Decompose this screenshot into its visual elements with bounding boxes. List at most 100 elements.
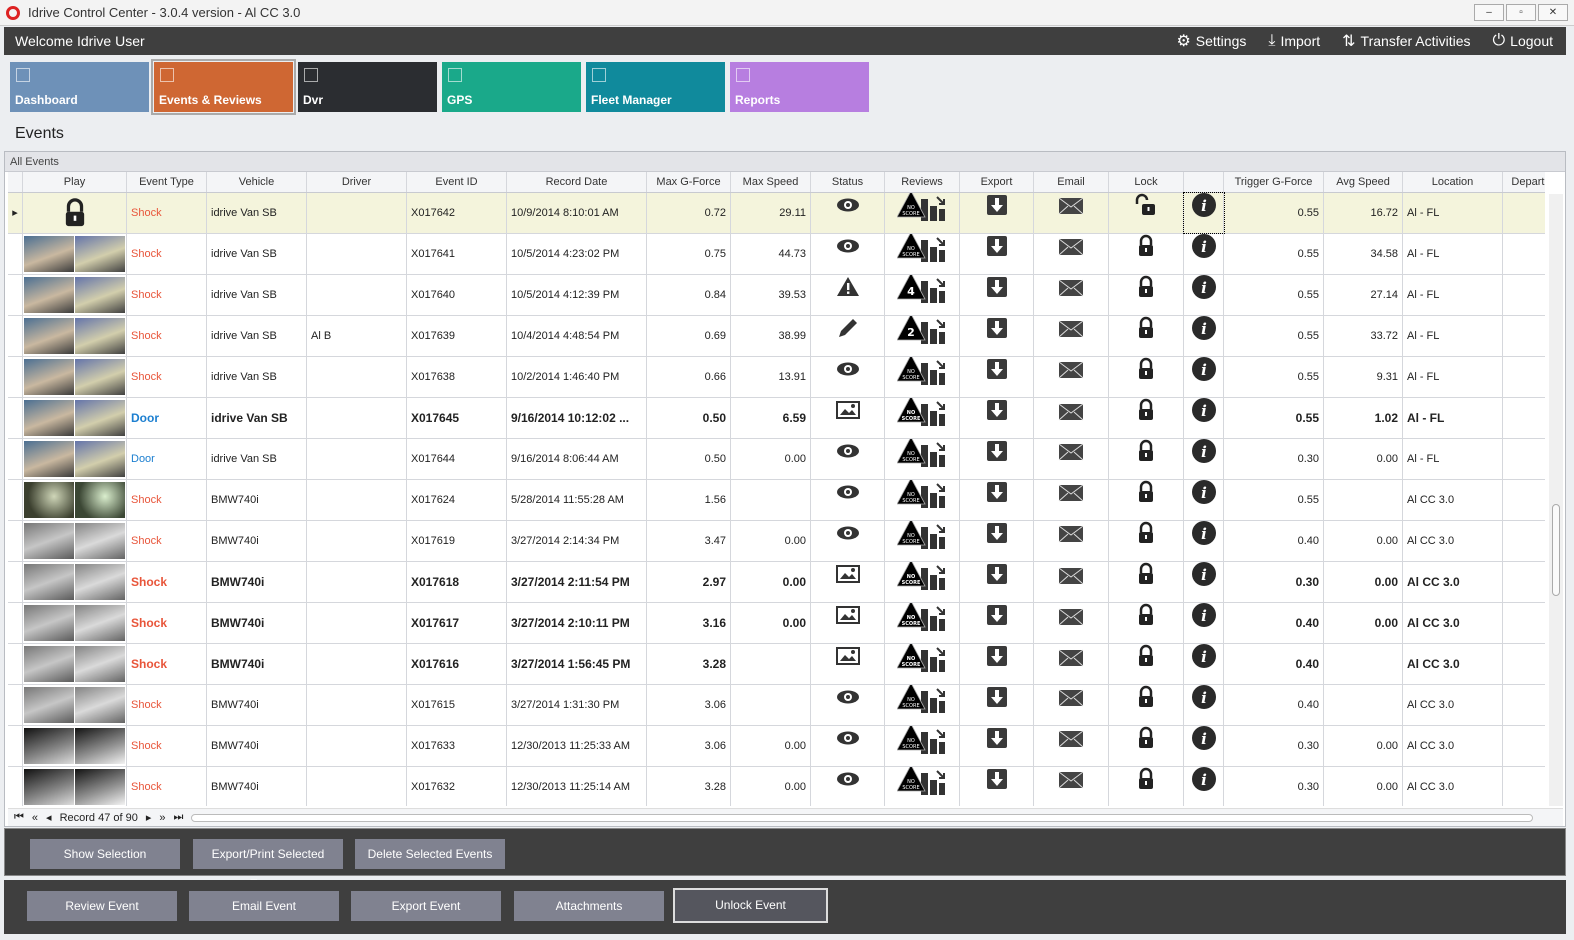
lock-cell[interactable] <box>1109 316 1184 356</box>
table-row[interactable]: Shock idrive Van SB Al B X017639 10/4/2014 4… <box>8 316 1545 357</box>
info-icon[interactable]: i <box>1191 439 1217 479</box>
export-download-icon[interactable] <box>984 685 1010 725</box>
lock-cell[interactable] <box>1109 193 1184 233</box>
email-envelope-icon[interactable] <box>1058 275 1084 315</box>
info-icon[interactable]: i <box>1191 275 1217 315</box>
lock-icon[interactable] <box>1133 316 1159 356</box>
info-cell[interactable]: i <box>1184 316 1224 356</box>
info-cell[interactable]: i <box>1184 480 1224 520</box>
column-header[interactable]: Event ID <box>407 172 507 192</box>
video-thumbnail-cabin[interactable] <box>74 646 125 682</box>
info-icon[interactable]: i <box>1191 644 1217 684</box>
column-header[interactable] <box>1184 172 1224 192</box>
video-thumbnail-cabin[interactable] <box>74 236 125 272</box>
email-cell[interactable] <box>1034 439 1109 479</box>
email-cell[interactable] <box>1034 357 1109 397</box>
export-cell[interactable] <box>960 685 1034 725</box>
tile-dashboard[interactable]: Dashboard <box>10 62 149 112</box>
column-header[interactable]: Avg Speed <box>1324 172 1403 192</box>
play-thumbnail[interactable] <box>23 685 127 725</box>
lock-cell[interactable] <box>1109 767 1184 806</box>
info-cell[interactable]: i <box>1184 398 1224 438</box>
email-envelope-icon[interactable] <box>1058 644 1084 684</box>
export-cell[interactable] <box>960 439 1034 479</box>
table-row[interactable]: Shock BMW740i X017615 3/27/2014 1:31:30 PM 3… <box>8 685 1545 726</box>
video-thumbnail-front[interactable] <box>23 687 74 723</box>
info-icon[interactable]: i <box>1191 234 1217 274</box>
lock-icon[interactable] <box>1133 480 1159 520</box>
lock-cell[interactable] <box>1109 685 1184 725</box>
export-cell[interactable] <box>960 644 1034 684</box>
table-row[interactable]: Door idrive Van SB X017645 9/16/2014 10:12:… <box>8 398 1545 439</box>
email-envelope-icon[interactable] <box>1058 398 1084 438</box>
video-thumbnail-front[interactable] <box>23 728 74 764</box>
export-download-icon[interactable] <box>984 644 1010 684</box>
video-thumbnail-front[interactable] <box>23 646 74 682</box>
export-download-icon[interactable] <box>984 480 1010 520</box>
info-icon[interactable]: i <box>1191 357 1217 397</box>
delete-selected-button[interactable]: Delete Selected Events <box>355 839 505 869</box>
lock-cell[interactable] <box>1109 439 1184 479</box>
review-event-button[interactable]: Review Event <box>27 891 177 921</box>
reviews-cell[interactable]: NO SCORE <box>885 726 960 766</box>
horizontal-scrollbar[interactable] <box>191 813 1533 822</box>
play-thumbnail[interactable] <box>23 603 127 643</box>
export-download-icon[interactable] <box>984 193 1010 233</box>
column-header[interactable]: Email <box>1034 172 1109 192</box>
row-indicator[interactable] <box>8 644 23 684</box>
export-cell[interactable] <box>960 521 1034 561</box>
column-header[interactable]: Play <box>23 172 127 192</box>
lock-cell[interactable] <box>1109 562 1184 602</box>
column-header[interactable]: Status <box>811 172 885 192</box>
info-icon[interactable]: i <box>1191 193 1217 233</box>
video-thumbnail-cabin[interactable] <box>74 769 125 805</box>
email-envelope-icon[interactable] <box>1058 439 1084 479</box>
email-cell[interactable] <box>1034 234 1109 274</box>
email-cell[interactable] <box>1034 644 1109 684</box>
lock-cell[interactable] <box>1109 521 1184 561</box>
lock-icon[interactable] <box>1133 398 1159 438</box>
play-thumbnail[interactable] <box>23 398 127 438</box>
email-cell[interactable] <box>1034 275 1109 315</box>
topnav-settings[interactable]: ⚙ Settings <box>1176 31 1246 51</box>
reviews-cell[interactable]: NO SCORE <box>885 562 960 602</box>
topnav-import[interactable]: ⤓ Import <box>1268 31 1320 51</box>
video-thumbnail-cabin[interactable] <box>74 728 125 764</box>
column-header[interactable]: Max Speed <box>731 172 811 192</box>
lock-cell[interactable] <box>1109 480 1184 520</box>
info-icon[interactable]: i <box>1191 767 1217 806</box>
export-cell[interactable] <box>960 480 1034 520</box>
export-download-icon[interactable] <box>984 603 1010 643</box>
tile-dvr[interactable]: Dvr <box>298 62 437 112</box>
export-cell[interactable] <box>960 316 1034 356</box>
info-icon[interactable]: i <box>1191 603 1217 643</box>
lock-icon[interactable] <box>1133 521 1159 561</box>
reviews-cell[interactable]: NO SCORE <box>885 644 960 684</box>
play-thumbnail[interactable] <box>23 480 127 520</box>
vertical-scrollbar[interactable] <box>1549 194 1563 806</box>
email-cell[interactable] <box>1034 603 1109 643</box>
lock-icon[interactable] <box>1133 644 1159 684</box>
export-cell[interactable] <box>960 562 1034 602</box>
video-thumbnail-front[interactable] <box>23 769 74 805</box>
info-icon[interactable]: i <box>1191 480 1217 520</box>
export-download-icon[interactable] <box>984 316 1010 356</box>
export-cell[interactable] <box>960 357 1034 397</box>
table-row[interactable]: Shock idrive Van SB X017641 10/5/2014 4:23:… <box>8 234 1545 275</box>
info-icon[interactable]: i <box>1191 521 1217 561</box>
tile-gps[interactable]: GPS <box>442 62 581 112</box>
reviews-cell[interactable]: 4 <box>885 275 960 315</box>
attachments-button[interactable]: Attachments <box>514 891 664 921</box>
tile-reports[interactable]: Reports <box>730 62 869 112</box>
video-thumbnail-front[interactable] <box>23 441 74 477</box>
reviews-cell[interactable]: NO SCORE <box>885 398 960 438</box>
email-cell[interactable] <box>1034 316 1109 356</box>
table-row[interactable]: Shock idrive Van SB X017638 10/2/2014 1:46:… <box>8 357 1545 398</box>
email-envelope-icon[interactable] <box>1058 685 1084 725</box>
info-cell[interactable]: i <box>1184 357 1224 397</box>
email-cell[interactable] <box>1034 398 1109 438</box>
row-indicator[interactable] <box>8 685 23 725</box>
email-envelope-icon[interactable] <box>1058 521 1084 561</box>
unlock-event-button[interactable]: Unlock Event <box>673 888 828 923</box>
table-row[interactable]: Shock BMW740i X017616 3/27/2014 1:56:45 PM 3… <box>8 644 1545 685</box>
